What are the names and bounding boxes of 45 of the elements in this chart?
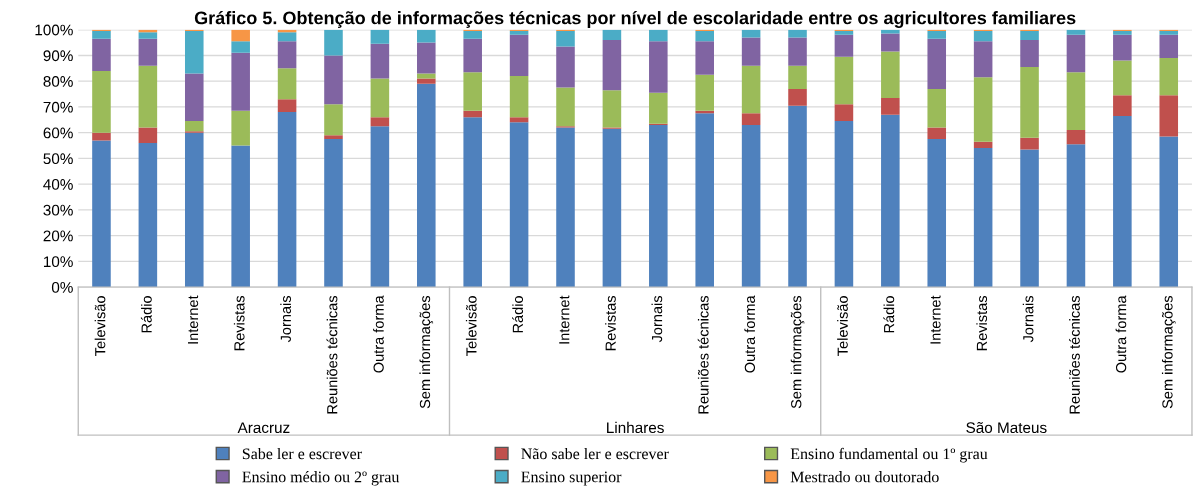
y-tick-label: 90% <box>43 50 73 62</box>
y-tick-label: 30% <box>43 204 73 216</box>
x-tick-label: Internet <box>188 295 199 344</box>
y-tick-label: 60% <box>43 127 73 139</box>
y-tick-label: 70% <box>43 101 73 113</box>
legend-label: Ensino médio ou 2º grau <box>242 471 400 486</box>
x-tick-label: Sem informações <box>790 295 805 409</box>
x-tick-label: Internet <box>930 295 941 344</box>
legend-label: Ensino fundamental ou 1º grau <box>790 447 988 463</box>
x-tick-label: Sem informações <box>419 295 434 409</box>
x-tick-label: Rádio <box>140 296 152 333</box>
x-tick-label: Reuniões técnicas <box>1068 295 1080 414</box>
x-tick-label: Rádio <box>512 296 524 333</box>
y-tick-label: 50% <box>43 153 73 165</box>
text: Aracruz <box>237 422 290 434</box>
x-tick-label: Jornais <box>1022 295 1034 343</box>
y-tick-label: 20% <box>43 230 73 242</box>
x-tick-label: Rádio <box>883 296 895 333</box>
x-tick-label: Outra forma <box>744 295 756 373</box>
x-tick-label: Reuniões técnicas <box>697 295 709 414</box>
y-tick-label: 80% <box>43 76 73 87</box>
x-tick-label: Jornais <box>280 295 291 343</box>
legend-label: Não sabe ler e escrever <box>521 448 669 460</box>
text: São Mateus <box>966 421 1047 434</box>
x-tick-label: Outra forma <box>373 295 384 373</box>
x-tick-label: Revistas <box>976 295 988 351</box>
x-tick-label: Revistas <box>605 295 616 351</box>
x-tick-label: Revistas <box>233 295 245 351</box>
y-tick-label: 40% <box>43 179 73 190</box>
y-tick-label: 100% <box>35 24 73 36</box>
x-tick-label: Televisão <box>465 296 477 356</box>
x-tick-label: Internet <box>559 295 570 344</box>
y-tick-label: 0% <box>51 281 73 293</box>
x-tick-label: Televisão <box>94 296 106 356</box>
legend-label: Ensino superior <box>521 471 622 486</box>
x-tick-label: Outra forma <box>1115 295 1127 373</box>
x-tick-label: Televisão <box>837 296 848 356</box>
legend-label: Sabe ler e escrever <box>242 448 362 460</box>
x-tick-label: Sem informações <box>1161 295 1176 409</box>
x-tick-label: Jornais <box>651 295 663 343</box>
y-tick-label: 10% <box>43 256 73 268</box>
text: Linhares <box>607 421 664 434</box>
x-tick-label: Reuniões técnicas <box>326 295 338 414</box>
chart-title: Gráfico 5. Obtenção de informações técnicas por nível de escolaridade entre os agricultores familiares <box>194 10 1076 28</box>
legend-label: Mestrado ou doutorado <box>790 471 939 483</box>
